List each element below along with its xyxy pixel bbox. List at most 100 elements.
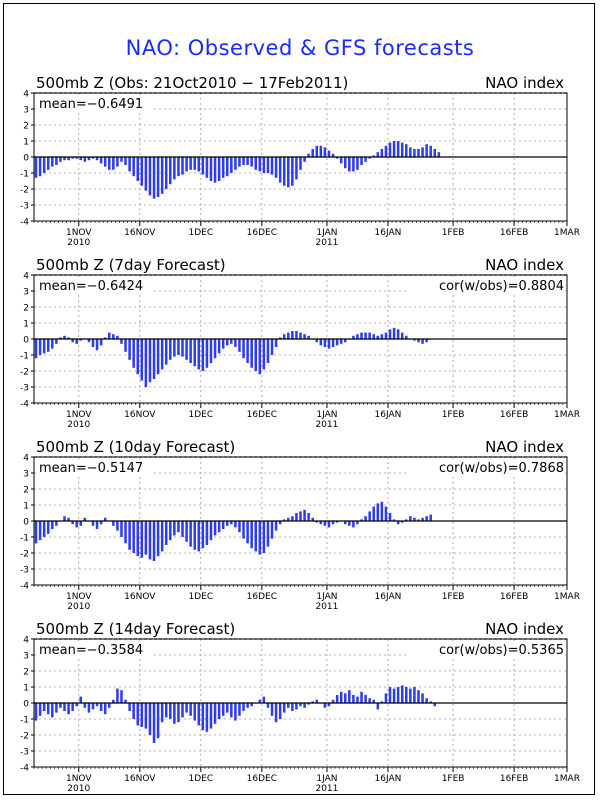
bar — [144, 703, 148, 729]
bar — [95, 521, 99, 529]
bar — [46, 521, 50, 534]
x-tick-sublabel: 2011 — [315, 420, 338, 430]
bar — [380, 334, 384, 339]
bar — [136, 339, 140, 375]
bar — [164, 157, 168, 189]
bar — [303, 157, 306, 162]
bar — [95, 703, 99, 707]
bar — [156, 521, 160, 557]
x-tick-label: 1NOV — [66, 774, 92, 784]
bar — [352, 695, 355, 703]
bar — [274, 157, 278, 178]
bar — [238, 157, 241, 167]
bar — [59, 157, 62, 162]
x-tick-label: 1FEB — [442, 774, 465, 784]
bar — [254, 521, 257, 552]
cor-label: cor(w/obs)=0.8804 — [439, 279, 564, 294]
bar — [429, 701, 432, 703]
bar — [51, 157, 54, 167]
panel-right-title: NAO index — [485, 620, 564, 638]
bar — [262, 339, 266, 370]
bar — [128, 521, 131, 550]
x-tick-label: 16JAN — [375, 774, 402, 784]
bar — [226, 157, 229, 177]
bar — [242, 521, 245, 539]
bar — [331, 521, 335, 525]
x-tick-sublabel: 2010 — [67, 784, 90, 794]
y-tick-label: 2 — [23, 486, 29, 496]
bar — [156, 339, 160, 375]
bar — [91, 157, 95, 159]
y-tick-label: 3 — [23, 106, 29, 116]
bar — [124, 521, 127, 544]
bar — [417, 149, 420, 157]
bar — [205, 521, 209, 545]
chart-panel-3 — [31, 456, 568, 590]
bar — [246, 521, 249, 544]
x-tick-sublabel: 2010 — [67, 238, 90, 248]
bar — [185, 339, 188, 360]
bar — [103, 157, 107, 167]
bar — [83, 157, 87, 162]
bar — [392, 327, 396, 339]
bar — [396, 329, 400, 339]
bar — [405, 687, 408, 703]
y-tick-label: 3 — [23, 470, 29, 480]
bar — [425, 144, 428, 157]
bar — [368, 698, 371, 703]
bar — [205, 339, 209, 368]
bar — [311, 517, 314, 521]
bar — [197, 521, 201, 552]
x-tick-label: 16FEB — [500, 774, 529, 784]
bar — [282, 334, 286, 339]
panel-title: 500mb Z (14day Forecast) — [36, 620, 235, 638]
mean-label-bg — [36, 459, 154, 475]
bar — [152, 339, 156, 379]
bar — [112, 157, 115, 170]
chart-panel-1 — [31, 92, 568, 226]
bar — [315, 521, 319, 523]
x-tick-sublabel: 2011 — [315, 602, 338, 612]
bar — [75, 521, 78, 528]
bar — [124, 157, 127, 165]
bar — [156, 703, 160, 739]
bar — [136, 521, 140, 557]
bar — [128, 703, 131, 711]
bar — [392, 141, 396, 157]
bar — [307, 153, 310, 157]
bar — [376, 152, 380, 157]
bar — [384, 506, 388, 521]
bar — [242, 339, 245, 359]
bar — [421, 693, 424, 703]
bar — [55, 157, 58, 165]
bar — [181, 703, 184, 718]
cor-label-bg — [409, 641, 565, 657]
bar — [67, 157, 70, 161]
y-tick-label: -3 — [20, 748, 29, 758]
bar — [177, 703, 180, 723]
bar — [323, 147, 327, 157]
bar — [197, 157, 201, 172]
bar — [254, 157, 257, 170]
y-tick-label: -3 — [20, 384, 29, 394]
bar — [266, 157, 270, 173]
bar — [148, 703, 152, 735]
bar — [164, 703, 168, 718]
bar — [34, 521, 38, 544]
bar — [323, 339, 327, 347]
bar — [201, 157, 205, 175]
cor-label-bg — [409, 459, 565, 475]
bar — [291, 516, 294, 521]
bar — [405, 519, 408, 521]
bar — [79, 696, 83, 703]
panel-right-title: NAO index — [485, 438, 564, 456]
bar — [42, 703, 46, 711]
bar — [99, 703, 103, 711]
bar — [421, 517, 424, 521]
bar — [270, 703, 274, 716]
bar — [152, 703, 156, 743]
bar — [226, 339, 229, 346]
bar — [201, 703, 205, 731]
bar — [42, 339, 46, 354]
bar — [120, 157, 123, 162]
